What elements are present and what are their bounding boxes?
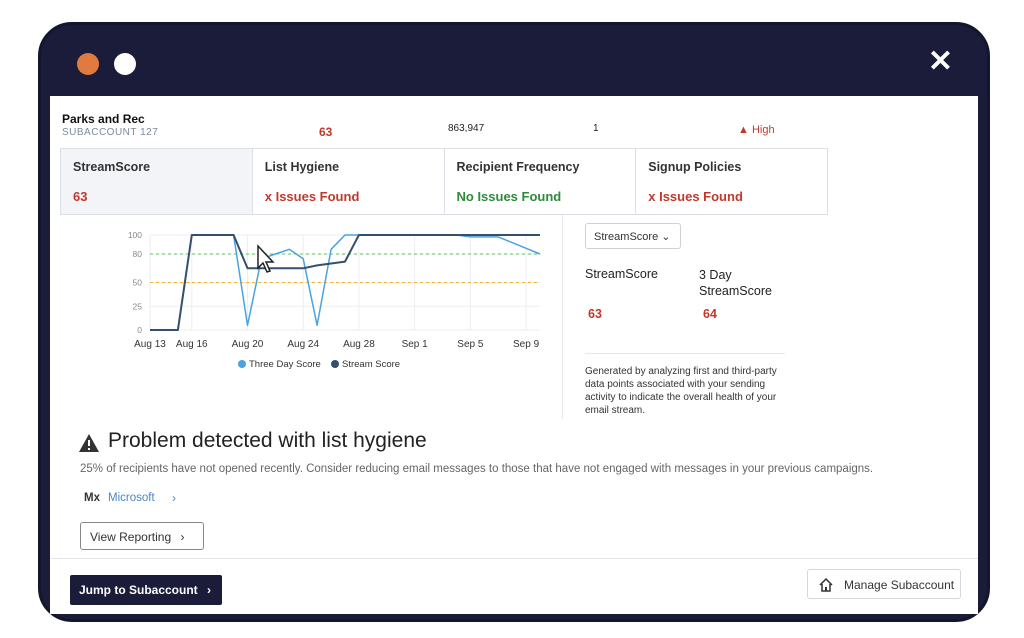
x-tick-label: Sep 9 xyxy=(513,339,540,350)
y-tick-label: 100 xyxy=(128,230,142,240)
window-dot-orange[interactable] xyxy=(77,53,99,75)
row-count: 863,947 xyxy=(448,123,485,134)
streamscore-value: 63 xyxy=(588,307,602,321)
footer-divider xyxy=(50,558,978,559)
row-value: 1 xyxy=(593,123,599,134)
mx-label: Mx xyxy=(84,492,100,504)
legend-swatch xyxy=(331,360,339,368)
risk-badge: ▲ High xyxy=(738,124,775,136)
jump-to-subaccount-button[interactable]: Jump to Subaccount › xyxy=(70,575,222,605)
content-panel: Parks and Rec SUBACCOUNT 127 63 863,947 … xyxy=(50,96,978,614)
dropdown-value: StreamScore xyxy=(594,231,659,243)
close-icon[interactable]: ✕ xyxy=(927,45,953,78)
legend-swatch xyxy=(238,360,246,368)
problem-title: Problem detected with list hygiene xyxy=(108,429,427,452)
tab-signup-policies[interactable]: Signup Policies x Issues Found xyxy=(636,149,827,214)
home-icon xyxy=(819,577,833,592)
warning-icon: ▲ xyxy=(738,124,749,136)
account-name[interactable]: Parks and Rec xyxy=(62,112,145,126)
tab-title: Recipient Frequency xyxy=(456,160,580,174)
window-dot-white[interactable] xyxy=(114,53,136,75)
legend-label: Three Day Score xyxy=(249,359,321,370)
legend-label: Stream Score xyxy=(342,359,400,370)
x-tick-label: Sep 5 xyxy=(457,339,484,350)
score-side-panel: StreamScore ⌄ StreamScore 3 Day StreamSc… xyxy=(562,215,829,419)
y-tick-label: 0 xyxy=(137,325,142,335)
x-tick-label: Aug 13 xyxy=(134,339,166,350)
warning-icon xyxy=(79,434,99,452)
tab-list-hygiene[interactable]: List Hygiene x Issues Found xyxy=(253,149,445,214)
score-description: Generated by analyzing first and third-p… xyxy=(585,366,777,416)
jump-label: Jump to Subaccount xyxy=(79,583,198,597)
three-day-value: 64 xyxy=(703,307,717,321)
x-tick-label: Aug 16 xyxy=(176,339,208,350)
problem-description: 25% of recipients have not opened recent… xyxy=(80,463,874,475)
view-reporting-button[interactable]: View Reporting › xyxy=(80,522,204,550)
chevron-right-icon: › xyxy=(207,583,212,597)
mx-provider-link[interactable]: Microsoft xyxy=(108,492,155,504)
x-tick-label: Aug 20 xyxy=(232,339,264,350)
tab-value: x Issues Found xyxy=(264,189,360,204)
tab-title: StreamScore xyxy=(73,160,151,174)
subaccount-label: SUBACCOUNT 127 xyxy=(62,127,159,138)
chevron-right-icon[interactable]: › xyxy=(172,491,176,505)
view-reporting-label: View Reporting xyxy=(90,530,172,544)
y-tick-label: 25 xyxy=(133,301,143,311)
score-tabs: StreamScore 63 List Hygiene x Issues Fou… xyxy=(60,148,828,215)
chevron-down-icon: ⌄ xyxy=(661,231,671,243)
three-day-label: 3 Day StreamScore xyxy=(699,268,772,298)
streamscore-label: StreamScore xyxy=(585,267,658,281)
tab-streamscore[interactable]: StreamScore 63 xyxy=(61,149,253,214)
divider xyxy=(585,353,785,354)
x-tick-label: Aug 28 xyxy=(343,339,375,350)
tab-title: List Hygiene xyxy=(264,160,340,174)
chart-area: Aug 13 Aug 16 Aug 20 Aug 24 Aug 28 Sep 1 Sep 5… xyxy=(60,215,562,419)
series-line-stream-score xyxy=(150,234,540,331)
row-score: 63 xyxy=(319,125,333,139)
y-tick-label: 80 xyxy=(133,249,143,259)
tab-title: Signup Policies xyxy=(648,160,742,174)
tab-value: No Issues Found xyxy=(456,189,562,204)
tab-value: x Issues Found xyxy=(648,189,743,204)
streamscore-chart: Aug 13 Aug 16 Aug 20 Aug 24 Aug 28 Sep 1 Sep 5… xyxy=(128,230,541,370)
manage-label: Manage Subaccount xyxy=(844,578,955,592)
manage-subaccount-button[interactable]: Manage Subaccount xyxy=(807,569,961,599)
cursor-icon xyxy=(257,244,275,273)
tab-value: 63 xyxy=(73,189,88,204)
score-type-dropdown[interactable]: StreamScore ⌄ xyxy=(585,223,681,249)
risk-label: High xyxy=(751,124,775,136)
x-tick-label: Aug 24 xyxy=(287,339,319,350)
chevron-right-icon: › xyxy=(180,530,185,544)
tab-recipient-frequency[interactable]: Recipient Frequency No Issues Found xyxy=(445,149,637,214)
x-tick-label: Sep 1 xyxy=(402,339,429,350)
y-tick-label: 50 xyxy=(133,278,143,288)
